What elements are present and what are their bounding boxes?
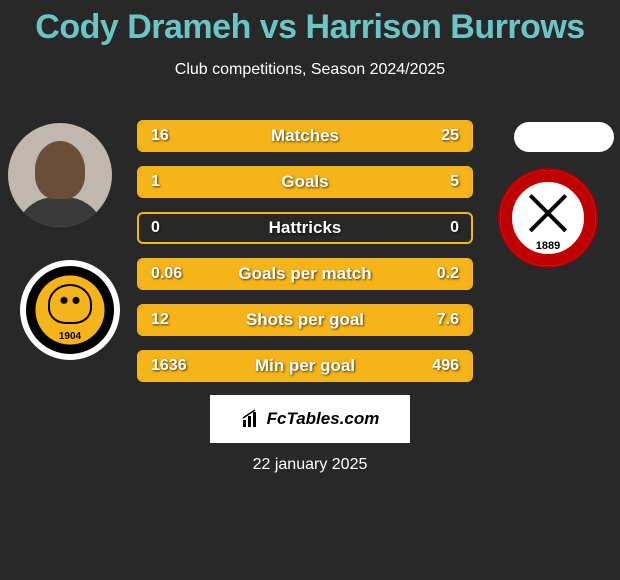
- date-text: 22 january 2025: [0, 456, 620, 474]
- chart-icon: [241, 409, 261, 429]
- stat-row: 15Goals: [137, 166, 473, 198]
- stat-row: 1636496Min per goal: [137, 350, 473, 382]
- stats-bars: 1625Matches 15Goals 00Hattricks 0.060.2Goal…: [137, 120, 473, 396]
- stat-row: 00Hattricks: [137, 212, 473, 244]
- club-right-year: 1889: [500, 240, 596, 252]
- player-left-avatar: [8, 123, 112, 227]
- stat-label: Min per goal: [139, 352, 471, 380]
- club-left-crest: 1904: [20, 260, 120, 360]
- player-right-avatar: [514, 122, 614, 152]
- stat-row: 127.6Shots per goal: [137, 304, 473, 336]
- watermark-text: FcTables.com: [267, 409, 380, 429]
- stat-label: Goals: [139, 168, 471, 196]
- subtitle: Club competitions, Season 2024/2025: [0, 61, 620, 79]
- club-left-year: 1904: [26, 331, 114, 342]
- stat-label: Goals per match: [139, 260, 471, 288]
- stat-row: 1625Matches: [137, 120, 473, 152]
- page-title: Cody Drameh vs Harrison Burrows: [0, 0, 620, 47]
- stat-row: 0.060.2Goals per match: [137, 258, 473, 290]
- watermark: FcTables.com: [210, 395, 410, 443]
- stat-label: Matches: [139, 122, 471, 150]
- stat-label: Shots per goal: [139, 306, 471, 334]
- stat-label: Hattricks: [139, 214, 471, 242]
- club-right-crest: 1889: [498, 168, 598, 268]
